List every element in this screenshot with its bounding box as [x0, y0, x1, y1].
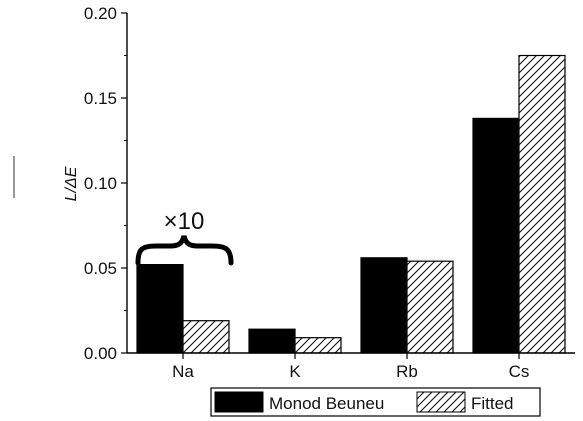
x-tick-label-na: Na: [172, 362, 194, 381]
y-tick-label: 0.15: [84, 89, 117, 108]
legend-swatch-monod-beuneu: [214, 391, 264, 413]
plot-area: [136, 54, 566, 354]
bar-monod-beuneu-cs: [472, 117, 520, 354]
bar-monod-beuneu-k: [248, 328, 296, 354]
legend-swatch-fitted: [416, 391, 466, 413]
bar-fitted-k: [294, 337, 342, 354]
y-axis-label: L/ΔE: [63, 166, 80, 201]
y-tick-label: 0.05: [84, 259, 117, 278]
legend-label-monod-beuneu: Monod Beuneu: [269, 394, 384, 413]
annotation-x10: ×10: [164, 208, 205, 235]
legend-label-fitted: Fitted: [471, 394, 514, 413]
bar-fitted-rb: [406, 260, 454, 354]
brace-annotation: ×10: [135, 208, 234, 266]
axes: Na K Rb Cs 0.00 0.05 0.10 0.15 0.20: [84, 4, 575, 381]
y-tick-label: 0.00: [84, 344, 117, 363]
bar-fitted-cs: [518, 54, 566, 354]
y-tick-label: 0.20: [84, 4, 117, 23]
legend-box: [210, 387, 541, 417]
y-tick-label: 0.10: [84, 174, 117, 193]
bar-monod-beuneu-rb: [360, 257, 408, 354]
brace-icon: [135, 235, 234, 266]
x-tick-label-k: K: [289, 362, 301, 381]
legend: Monod Beuneu Fitted: [210, 387, 541, 417]
x-tick-label-cs: Cs: [509, 362, 530, 381]
x-tick-label-rb: Rb: [396, 362, 418, 381]
bar-monod-beuneu-na: [136, 264, 184, 354]
bar-fitted-na: [182, 320, 230, 354]
